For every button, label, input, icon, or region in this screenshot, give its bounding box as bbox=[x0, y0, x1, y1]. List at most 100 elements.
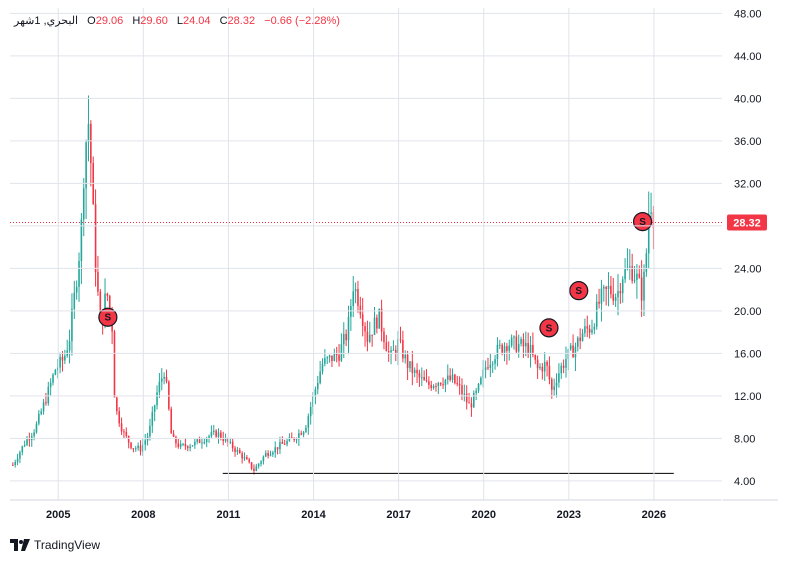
candle-body bbox=[163, 376, 165, 379]
candle-body bbox=[19, 452, 21, 459]
candle-body bbox=[612, 294, 615, 301]
candle-body bbox=[593, 326, 596, 330]
candle-body bbox=[331, 355, 333, 362]
candle-body bbox=[463, 393, 466, 395]
open-value: 29.06 bbox=[95, 15, 124, 27]
candle-body bbox=[236, 450, 239, 452]
candle-body bbox=[118, 411, 121, 424]
candle-body bbox=[234, 448, 236, 452]
candle-body bbox=[253, 468, 255, 471]
candle-body bbox=[144, 440, 147, 445]
candle-body bbox=[108, 295, 111, 312]
candle-body bbox=[132, 448, 135, 450]
candle-body bbox=[553, 386, 555, 390]
split-marker[interactable]: S bbox=[539, 318, 559, 338]
candle-body bbox=[276, 447, 279, 450]
candle-body bbox=[302, 432, 305, 435]
candle-body bbox=[636, 273, 638, 280]
candle-body bbox=[432, 386, 435, 389]
candle-body bbox=[416, 369, 418, 374]
candle-body bbox=[125, 431, 128, 436]
candle-body bbox=[80, 219, 83, 262]
time-axis[interactable]: 2005 2008 2011 2014 2017 2020 2023 2026 bbox=[46, 8, 666, 521]
candle-body bbox=[160, 378, 163, 382]
price-tick-label: 16.00 bbox=[734, 348, 762, 360]
candle-body bbox=[186, 446, 189, 449]
candle-body bbox=[338, 354, 340, 361]
time-tick-label: 2005 bbox=[46, 509, 70, 521]
candle-body bbox=[212, 430, 215, 433]
candle-body bbox=[347, 316, 350, 341]
candle-body bbox=[184, 443, 187, 447]
candle-body bbox=[238, 450, 241, 454]
candle-body bbox=[633, 279, 636, 281]
candle-body bbox=[515, 336, 518, 352]
candle-body bbox=[442, 384, 444, 386]
candle-body bbox=[418, 373, 421, 378]
candle-body bbox=[477, 384, 480, 391]
candle-body bbox=[591, 329, 593, 333]
candle-body bbox=[650, 212, 652, 214]
candle-body bbox=[572, 345, 574, 358]
candle-body bbox=[335, 352, 338, 355]
candle-body bbox=[274, 447, 277, 453]
candle-body bbox=[577, 337, 579, 347]
candle-body bbox=[288, 437, 291, 441]
candle-body bbox=[127, 435, 130, 443]
candle-body bbox=[165, 376, 168, 382]
candle-body bbox=[71, 308, 73, 342]
candle-body bbox=[255, 466, 258, 471]
candle-body bbox=[97, 271, 99, 292]
candle-body bbox=[153, 405, 156, 412]
candle-body bbox=[172, 433, 175, 437]
candle-body bbox=[496, 344, 499, 360]
candle-body bbox=[300, 433, 303, 435]
candle-body bbox=[33, 432, 35, 437]
candle-body bbox=[75, 286, 78, 293]
candle-body bbox=[600, 288, 603, 304]
candle-body bbox=[340, 344, 343, 361]
split-marker[interactable]: S bbox=[569, 281, 589, 301]
candle-body bbox=[40, 411, 43, 414]
candle-body bbox=[21, 446, 24, 453]
candle-body bbox=[82, 188, 85, 220]
candle-body bbox=[189, 446, 191, 449]
price-tick-label: 20.00 bbox=[734, 306, 762, 318]
high-key: H bbox=[132, 15, 141, 27]
candle-body bbox=[532, 344, 534, 355]
symbol-label[interactable]: البحري, 1شهر bbox=[14, 15, 79, 27]
candle-body bbox=[35, 423, 38, 433]
candle-body bbox=[201, 442, 203, 444]
candle-body bbox=[503, 346, 506, 353]
candle-body bbox=[350, 305, 352, 317]
price-tick-label: 24.00 bbox=[734, 263, 762, 275]
split-marker-label: S bbox=[105, 313, 112, 324]
candle-body bbox=[546, 361, 548, 366]
candle-body bbox=[64, 355, 66, 361]
candle-body bbox=[158, 381, 161, 393]
candle-body bbox=[595, 301, 598, 327]
candle-body bbox=[624, 268, 626, 280]
candle-body bbox=[529, 344, 532, 355]
price-tick-label: 4.00 bbox=[734, 476, 755, 488]
price-axis[interactable]: 4.008.0012.0016.0020.0024.0028.0032.0036… bbox=[10, 8, 762, 488]
candle-body bbox=[87, 123, 90, 143]
candle-body bbox=[402, 340, 404, 359]
candle-body bbox=[484, 367, 487, 370]
candle-body bbox=[560, 365, 563, 374]
candle-body bbox=[506, 346, 508, 351]
split-marker[interactable]: S bbox=[98, 307, 118, 327]
candle-body bbox=[617, 291, 619, 298]
candle-body bbox=[536, 359, 539, 369]
candle-body bbox=[116, 397, 118, 412]
candle-body bbox=[139, 445, 142, 452]
tradingview-brand[interactable]: TradingView bbox=[10, 538, 100, 552]
candle-body bbox=[316, 383, 319, 390]
last-price-tag: 28.32 bbox=[727, 214, 767, 231]
split-marker[interactable]: S bbox=[632, 211, 653, 232]
candle-body bbox=[475, 390, 477, 394]
price-tick-label: 32.00 bbox=[734, 178, 762, 190]
candle-body bbox=[321, 363, 324, 372]
candle-body bbox=[151, 411, 154, 426]
